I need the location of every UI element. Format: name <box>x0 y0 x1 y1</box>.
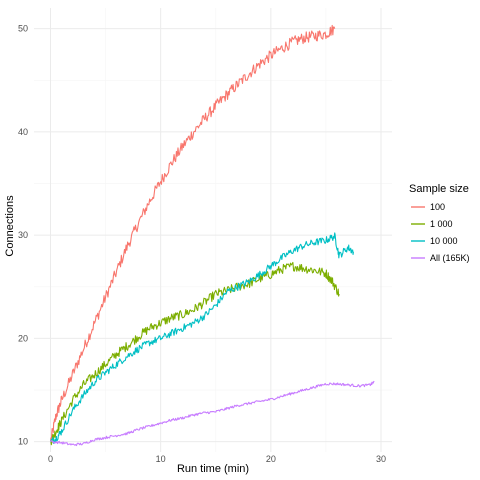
series-line-1 <box>49 24 336 442</box>
y-tick-label: 30 <box>18 230 28 240</box>
series-line-2 <box>50 261 340 446</box>
plot-series <box>49 24 375 447</box>
legend: Sample size 100 1 000 10 000 All (165K) <box>409 183 470 263</box>
series-line-3 <box>50 232 354 444</box>
y-axis-label: Connections <box>4 195 16 257</box>
y-tick-label: 20 <box>18 333 28 343</box>
y-tick-label: 50 <box>18 24 28 34</box>
plot-grid <box>34 8 392 452</box>
y-tick-label: 40 <box>18 127 28 137</box>
legend-title: Sample size <box>409 183 469 195</box>
x-tick-label: 20 <box>266 454 276 464</box>
x-tick-label: 0 <box>48 454 53 464</box>
legend-label-2: 1 000 <box>430 219 453 229</box>
x-tick-label: 10 <box>156 454 166 464</box>
x-tick-label: 30 <box>376 454 386 464</box>
y-axis-ticks: 10 20 30 40 50 <box>18 24 28 447</box>
y-tick-label: 10 <box>18 437 28 447</box>
legend-label-3: 10 000 <box>430 236 458 246</box>
legend-label-1: 100 <box>430 202 445 212</box>
legend-label-4: All (165K) <box>430 253 470 263</box>
x-axis-ticks: 0 10 20 30 <box>48 454 386 464</box>
series-line-4 <box>50 380 375 447</box>
legend-items: 100 1 000 10 000 All (165K) <box>411 202 470 263</box>
x-axis-label: Run time (min) <box>177 463 249 475</box>
